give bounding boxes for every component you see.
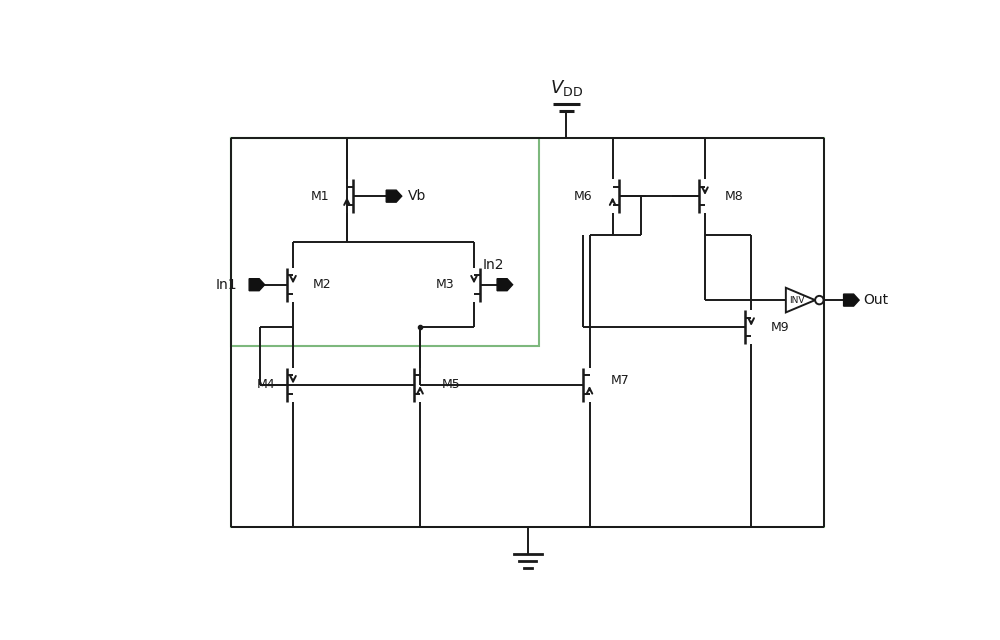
Text: In1: In1 — [216, 278, 238, 292]
Polygon shape — [844, 294, 859, 306]
Text: M1: M1 — [311, 189, 329, 203]
Text: M2: M2 — [313, 278, 332, 291]
Text: In2: In2 — [482, 259, 504, 273]
Text: Vb: Vb — [408, 189, 426, 203]
Text: M5: M5 — [442, 378, 460, 391]
Text: $\mathit{V}_{\mathrm{DD}}$: $\mathit{V}_{\mathrm{DD}}$ — [550, 77, 583, 97]
Text: M7: M7 — [611, 374, 630, 387]
Polygon shape — [497, 278, 513, 291]
Text: M4: M4 — [257, 378, 275, 391]
Text: M8: M8 — [725, 189, 744, 203]
Text: M6: M6 — [574, 189, 593, 203]
Text: M3: M3 — [435, 278, 454, 291]
Polygon shape — [386, 190, 402, 202]
Text: M9: M9 — [771, 321, 790, 333]
Text: INV: INV — [789, 296, 804, 305]
Text: Out: Out — [864, 293, 889, 307]
Polygon shape — [249, 278, 265, 291]
